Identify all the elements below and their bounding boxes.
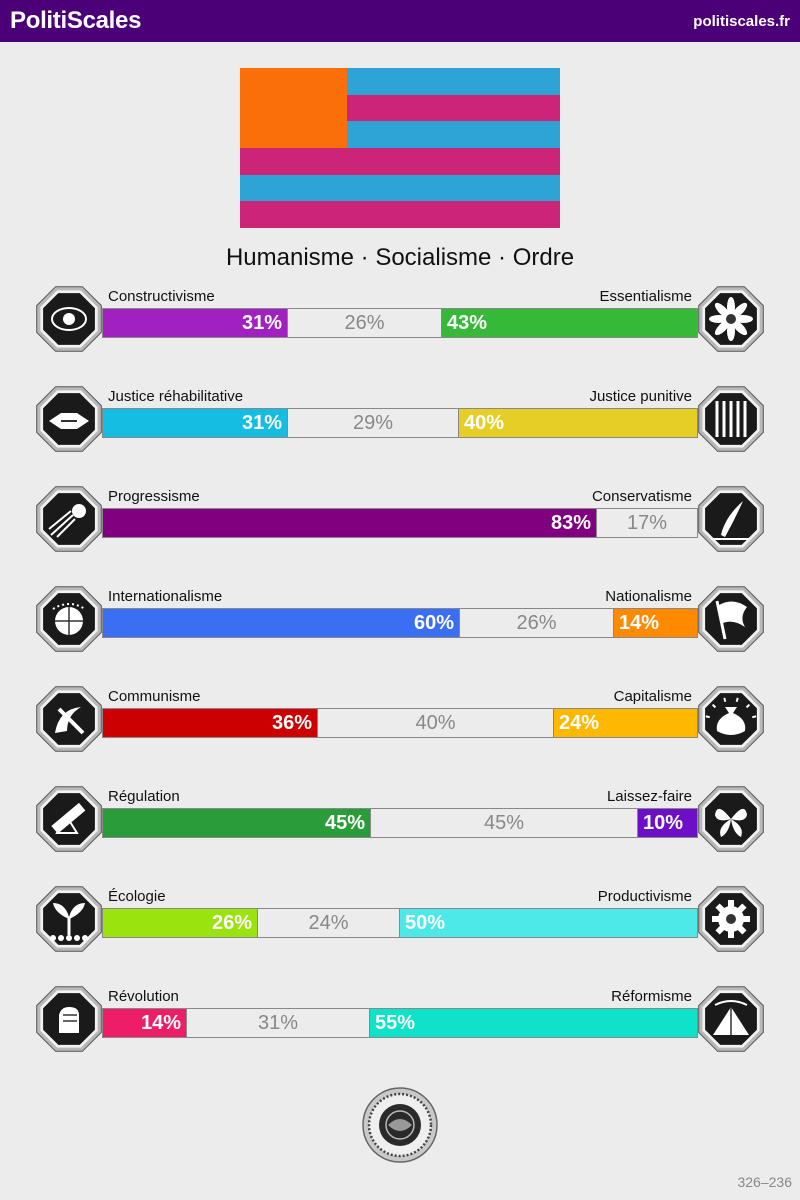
tent-icon: [698, 986, 764, 1052]
axis-neutral-segment: 40%: [317, 709, 554, 737]
axis-bar: 31% 29% 40%: [102, 408, 698, 438]
prison-bars-icon: [698, 386, 764, 452]
axis-left-label: Communisme: [108, 688, 201, 705]
axis-left-segment: 31%: [103, 309, 287, 337]
flower-icon: [698, 286, 764, 352]
axis-right-segment: 10%: [638, 809, 697, 837]
axis-right-segment: 24%: [554, 709, 697, 737]
axis-right-label: Nationalisme: [605, 588, 692, 605]
axis-right-segment: 40%: [459, 409, 697, 437]
footer-code: 326–236: [737, 1174, 792, 1190]
axis-left-label: Constructivisme: [108, 288, 215, 305]
axis-left-segment: 36%: [103, 709, 317, 737]
axis-bar: 83% 17%: [102, 508, 698, 538]
axis-right-segment: 43%: [442, 309, 697, 337]
flag-canton: [240, 68, 347, 148]
axis-row: Justice réhabilitative Justice punitive 31…: [0, 386, 800, 468]
axis-right-label: Essentialisme: [599, 288, 692, 305]
axis-right-segment: 55%: [370, 1009, 697, 1037]
flag-stripe: [240, 175, 560, 201]
eye-icon: [36, 286, 102, 352]
flag-stripe: [240, 148, 560, 175]
money-bag-icon: [698, 686, 764, 752]
axis-right-label: Laissez-faire: [606, 788, 692, 805]
axis-left-segment: 60%: [103, 609, 459, 637]
app-header: PolitiScales politiscales.fr: [0, 0, 800, 42]
axis-right-segment: 50%: [400, 909, 697, 937]
axis-row: Écologie Productivisme 26% 24% 50%: [0, 886, 800, 968]
axis-left-segment: 31%: [103, 409, 287, 437]
axis-bar: 14% 31% 55%: [102, 1008, 698, 1038]
axis-right-label: Productivisme: [597, 888, 692, 905]
sprout-icon: [36, 886, 102, 952]
fist-icon: [36, 986, 102, 1052]
ruler-icon: [36, 786, 102, 852]
axis-bar: 36% 40% 24%: [102, 708, 698, 738]
globe-icon: [36, 586, 102, 652]
flag-stripe: [240, 201, 560, 228]
axis-bar: 60% 26% 14%: [102, 608, 698, 638]
axis-bar: 31% 26% 43%: [102, 308, 698, 338]
axis-row: Révolution Réformisme 14% 31% 55%: [0, 986, 800, 1068]
axis-neutral-segment: 31%: [186, 1009, 370, 1037]
axis-row: Progressisme Conservatisme 83% 17%: [0, 486, 800, 568]
flag-icon: [698, 586, 764, 652]
site-link[interactable]: politiscales.fr: [693, 12, 790, 30]
comet-icon: [36, 486, 102, 552]
axis-left-label: Internationalisme: [108, 588, 223, 605]
axis-left-label: Justice réhabilitative: [108, 388, 244, 405]
ideology-flag: [240, 68, 560, 228]
butterfly-icon: [698, 786, 764, 852]
axis-left-label: Régulation: [108, 788, 180, 805]
axis-neutral-segment: 45%: [370, 809, 638, 837]
axis-left-segment: 14%: [103, 1009, 186, 1037]
axis-left-segment: 83%: [103, 509, 596, 537]
axis-right-segment: 14%: [614, 609, 697, 637]
brand-title[interactable]: PolitiScales: [10, 7, 142, 34]
axis-bar: 26% 24% 50%: [102, 908, 698, 938]
axis-neutral-segment: 26%: [287, 309, 442, 337]
gear-icon: [698, 886, 764, 952]
axis-neutral-segment: 24%: [257, 909, 400, 937]
axis-right-label: Conservatisme: [591, 488, 692, 505]
axis-row: Régulation Laissez-faire 45% 45% 10%: [0, 786, 800, 868]
axis-left-segment: 45%: [103, 809, 370, 837]
axis-right-label: Justice punitive: [589, 388, 692, 405]
axis-neutral-segment: 26%: [459, 609, 614, 637]
axis-row: Internationalisme Nationalisme 60% 26% 14%: [0, 586, 800, 668]
axis-neutral-segment: 29%: [287, 409, 459, 437]
axis-bar: 45% 45% 10%: [102, 808, 698, 838]
hammer-sickle-icon: [36, 686, 102, 752]
seal-icon: [362, 1087, 438, 1163]
axis-left-label: Écologie: [108, 888, 166, 905]
axis-right-label: Capitalisme: [613, 688, 692, 705]
axis-row: Communisme Capitalisme 36% 40% 24%: [0, 686, 800, 768]
axis-right-label: Réformisme: [611, 988, 692, 1005]
axis-row: Constructivisme Essentialisme 31% 26% 43%: [0, 286, 800, 368]
axis-left-label: Progressisme: [108, 488, 200, 505]
axis-neutral-segment: 17%: [596, 509, 697, 537]
ideology-slogan: Humanisme · Socialisme · Ordre: [225, 244, 575, 271]
quill-icon: [698, 486, 764, 552]
handshake-icon: [36, 386, 102, 452]
axis-left-segment: 26%: [103, 909, 257, 937]
axis-left-label: Révolution: [108, 988, 179, 1005]
